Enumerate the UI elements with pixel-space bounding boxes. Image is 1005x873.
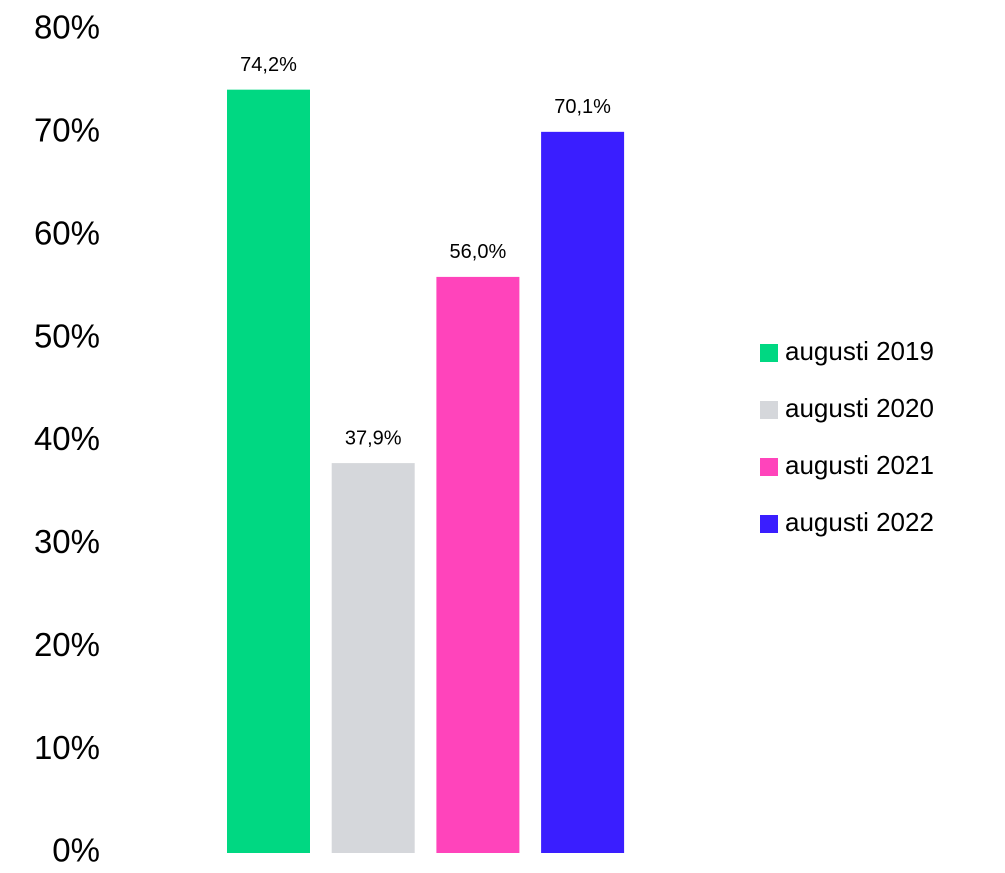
value-label: 74,2% <box>240 54 297 76</box>
legend-label: augusti 2022 <box>785 507 934 537</box>
bar <box>541 131 625 853</box>
bar <box>436 276 520 853</box>
y-tick-label: 10% <box>34 729 100 766</box>
y-tick-label: 30% <box>34 523 100 560</box>
legend-swatch <box>760 401 778 419</box>
legend-label: augusti 2020 <box>785 393 934 423</box>
y-tick-label: 60% <box>34 214 100 251</box>
y-tick-label: 0% <box>52 832 100 869</box>
y-tick-label: 70% <box>34 112 100 149</box>
value-label: 56,0% <box>450 241 507 263</box>
y-tick-label: 50% <box>34 317 100 354</box>
legend-swatch <box>760 515 778 533</box>
bar <box>331 463 415 853</box>
legend-swatch <box>760 344 778 362</box>
legend-swatch <box>760 458 778 476</box>
value-label: 70,1% <box>554 96 611 118</box>
legend-label: augusti 2021 <box>785 450 934 480</box>
value-label: 37,9% <box>345 427 402 449</box>
y-tick-label: 40% <box>34 420 100 457</box>
legend-label: augusti 2019 <box>785 336 934 366</box>
bar <box>227 89 310 854</box>
y-tick-label: 20% <box>34 626 100 663</box>
y-tick-label: 80% <box>34 9 100 46</box>
